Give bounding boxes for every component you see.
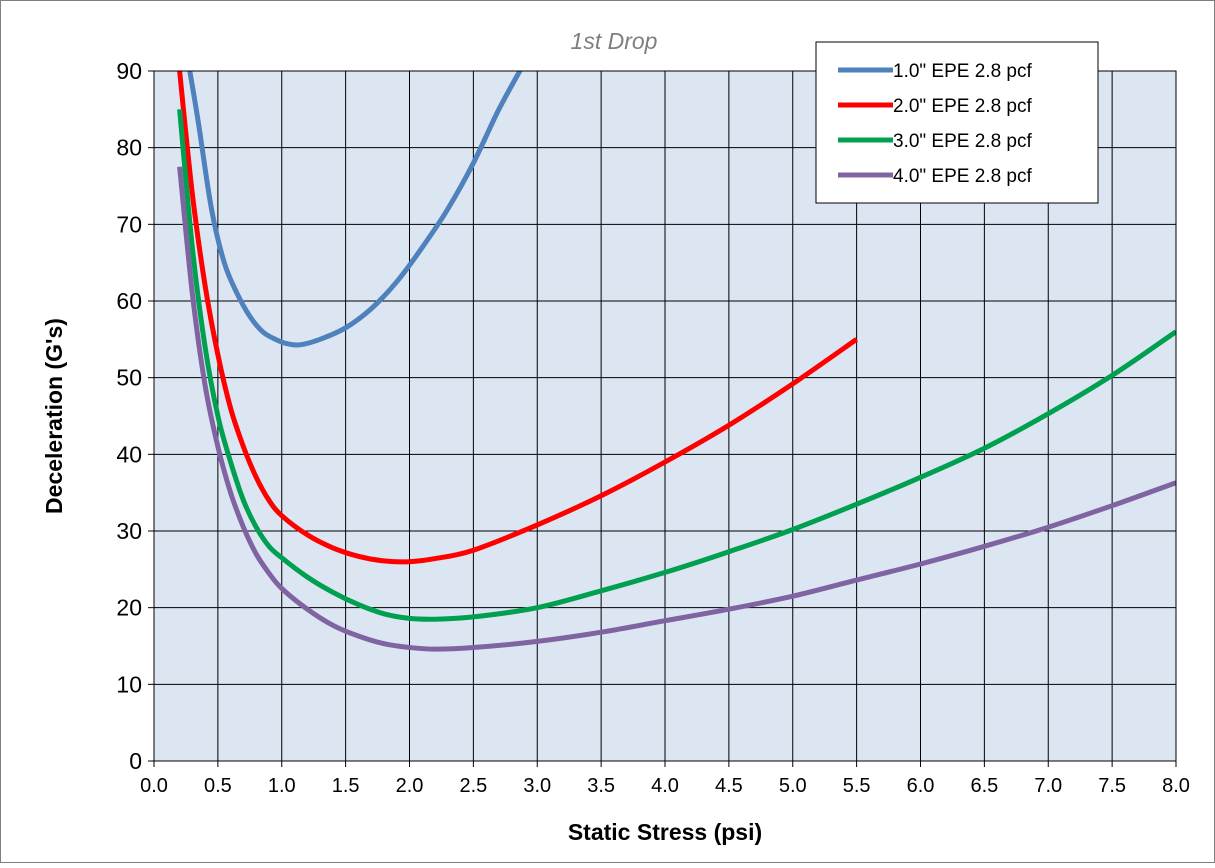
- y-tick-label: 10: [116, 671, 142, 697]
- legend-label: 1.0" EPE 2.8 pcf: [893, 61, 1032, 82]
- x-tick-label: 0.5: [204, 775, 232, 797]
- y-axis-label: Deceleration (G's): [41, 318, 67, 514]
- legend-label: 3.0" EPE 2.8 pcf: [893, 131, 1032, 152]
- series-line-3: [177, 109, 1176, 622]
- x-tick-label: 2.0: [396, 775, 424, 797]
- y-tick-label: 70: [116, 211, 142, 237]
- x-axis-ticks: 0.0 0.5 1.0 1.5 2.0 2.5 3.0 3.5 4.0 4.5 5.0 5.5 6.0 6…: [140, 761, 1190, 797]
- x-tick-label: 6.5: [970, 775, 998, 797]
- x-tick-label: 1.5: [332, 775, 360, 797]
- x-tick-label: 1.0: [268, 775, 296, 797]
- x-axis-label: Static Stress (psi): [568, 819, 762, 845]
- series-line-4: [177, 166, 1176, 652]
- y-tick-label: 80: [116, 135, 142, 161]
- x-tick-label: 6.0: [907, 775, 935, 797]
- x-tick-label: 4.0: [651, 775, 679, 797]
- x-tick-label: 3.5: [587, 775, 615, 797]
- y-tick-label: 90: [116, 58, 142, 84]
- legend-label: 4.0" EPE 2.8 pcf: [893, 166, 1032, 187]
- series-lines: [177, 71, 1176, 652]
- y-tick-label: 50: [116, 365, 142, 391]
- x-tick-label: 5.0: [779, 775, 807, 797]
- x-tick-label: 2.5: [459, 775, 487, 797]
- series-line-1: [187, 71, 523, 348]
- legend-label: 2.0" EPE 2.8 pcf: [893, 96, 1032, 117]
- x-tick-label: 7.5: [1098, 775, 1126, 797]
- y-tick-label: 0: [129, 748, 142, 774]
- y-tick-label: 30: [116, 518, 142, 544]
- series-line-2: [177, 71, 859, 565]
- x-tick-label: 7.0: [1034, 775, 1062, 797]
- y-tick-label: 60: [116, 288, 142, 314]
- chart-title: 1st Drop: [571, 28, 658, 54]
- x-tick-label: 4.5: [715, 775, 743, 797]
- x-tick-label: 8.0: [1162, 775, 1190, 797]
- x-tick-label: 3.0: [523, 775, 551, 797]
- y-axis-ticks: 0 10 20 30 40 50 60 70 80 90: [116, 58, 154, 774]
- y-tick-label: 40: [116, 441, 142, 467]
- x-tick-label: 0.0: [140, 775, 168, 797]
- x-tick-label: 5.5: [843, 775, 871, 797]
- y-tick-label: 20: [116, 595, 142, 621]
- legend: 1.0" EPE 2.8 pcf 2.0" EPE 2.8 pcf 3.0" EPE…: [815, 41, 1099, 204]
